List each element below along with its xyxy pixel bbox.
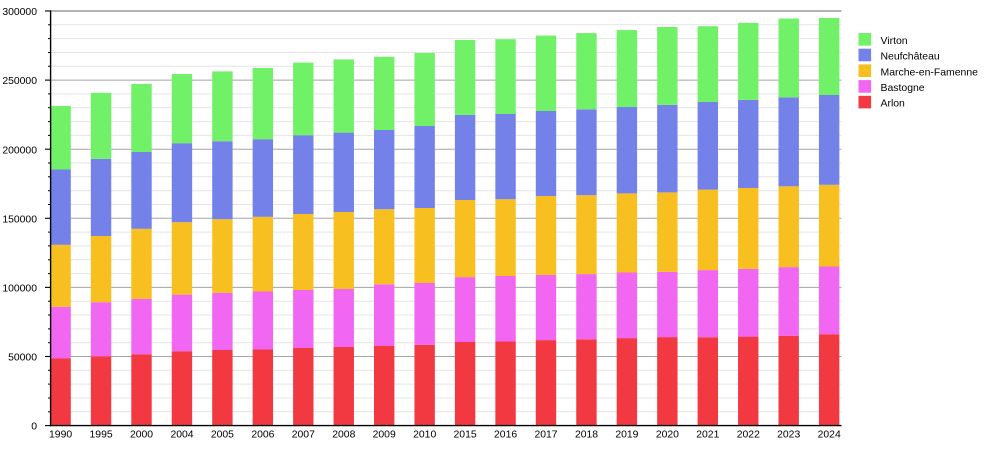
svg-text:2016: 2016 (494, 429, 517, 440)
svg-text:0: 0 (31, 422, 37, 433)
svg-text:250000: 250000 (2, 76, 37, 87)
svg-text:Virton: Virton (881, 36, 908, 47)
svg-text:Marche-en-Famenne: Marche-en-Famenne (881, 67, 979, 78)
svg-text:Arlon: Arlon (881, 99, 906, 110)
svg-text:2024: 2024 (818, 429, 841, 440)
svg-text:100000: 100000 (2, 284, 37, 295)
svg-text:2009: 2009 (373, 429, 396, 440)
svg-text:2018: 2018 (575, 429, 598, 440)
svg-text:300000: 300000 (2, 7, 37, 18)
svg-text:50000: 50000 (8, 353, 37, 364)
svg-text:2015: 2015 (454, 429, 477, 440)
svg-text:2021: 2021 (696, 429, 719, 440)
svg-text:Bastogne: Bastogne (881, 83, 925, 94)
svg-text:2000: 2000 (130, 429, 153, 440)
svg-text:2017: 2017 (534, 429, 557, 440)
svg-text:1990: 1990 (49, 429, 72, 440)
svg-text:2007: 2007 (292, 429, 315, 440)
svg-text:2008: 2008 (332, 429, 355, 440)
svg-text:2006: 2006 (251, 429, 274, 440)
svg-text:2004: 2004 (170, 429, 193, 440)
svg-text:2005: 2005 (211, 429, 234, 440)
svg-text:1995: 1995 (90, 429, 113, 440)
svg-text:2020: 2020 (656, 429, 679, 440)
svg-text:2010: 2010 (413, 429, 436, 440)
svg-text:2022: 2022 (737, 429, 760, 440)
svg-text:Neufchâteau: Neufchâteau (881, 52, 940, 63)
svg-text:150000: 150000 (2, 214, 37, 225)
svg-text:2023: 2023 (777, 429, 800, 440)
svg-text:2019: 2019 (615, 429, 638, 440)
svg-text:200000: 200000 (2, 145, 37, 156)
